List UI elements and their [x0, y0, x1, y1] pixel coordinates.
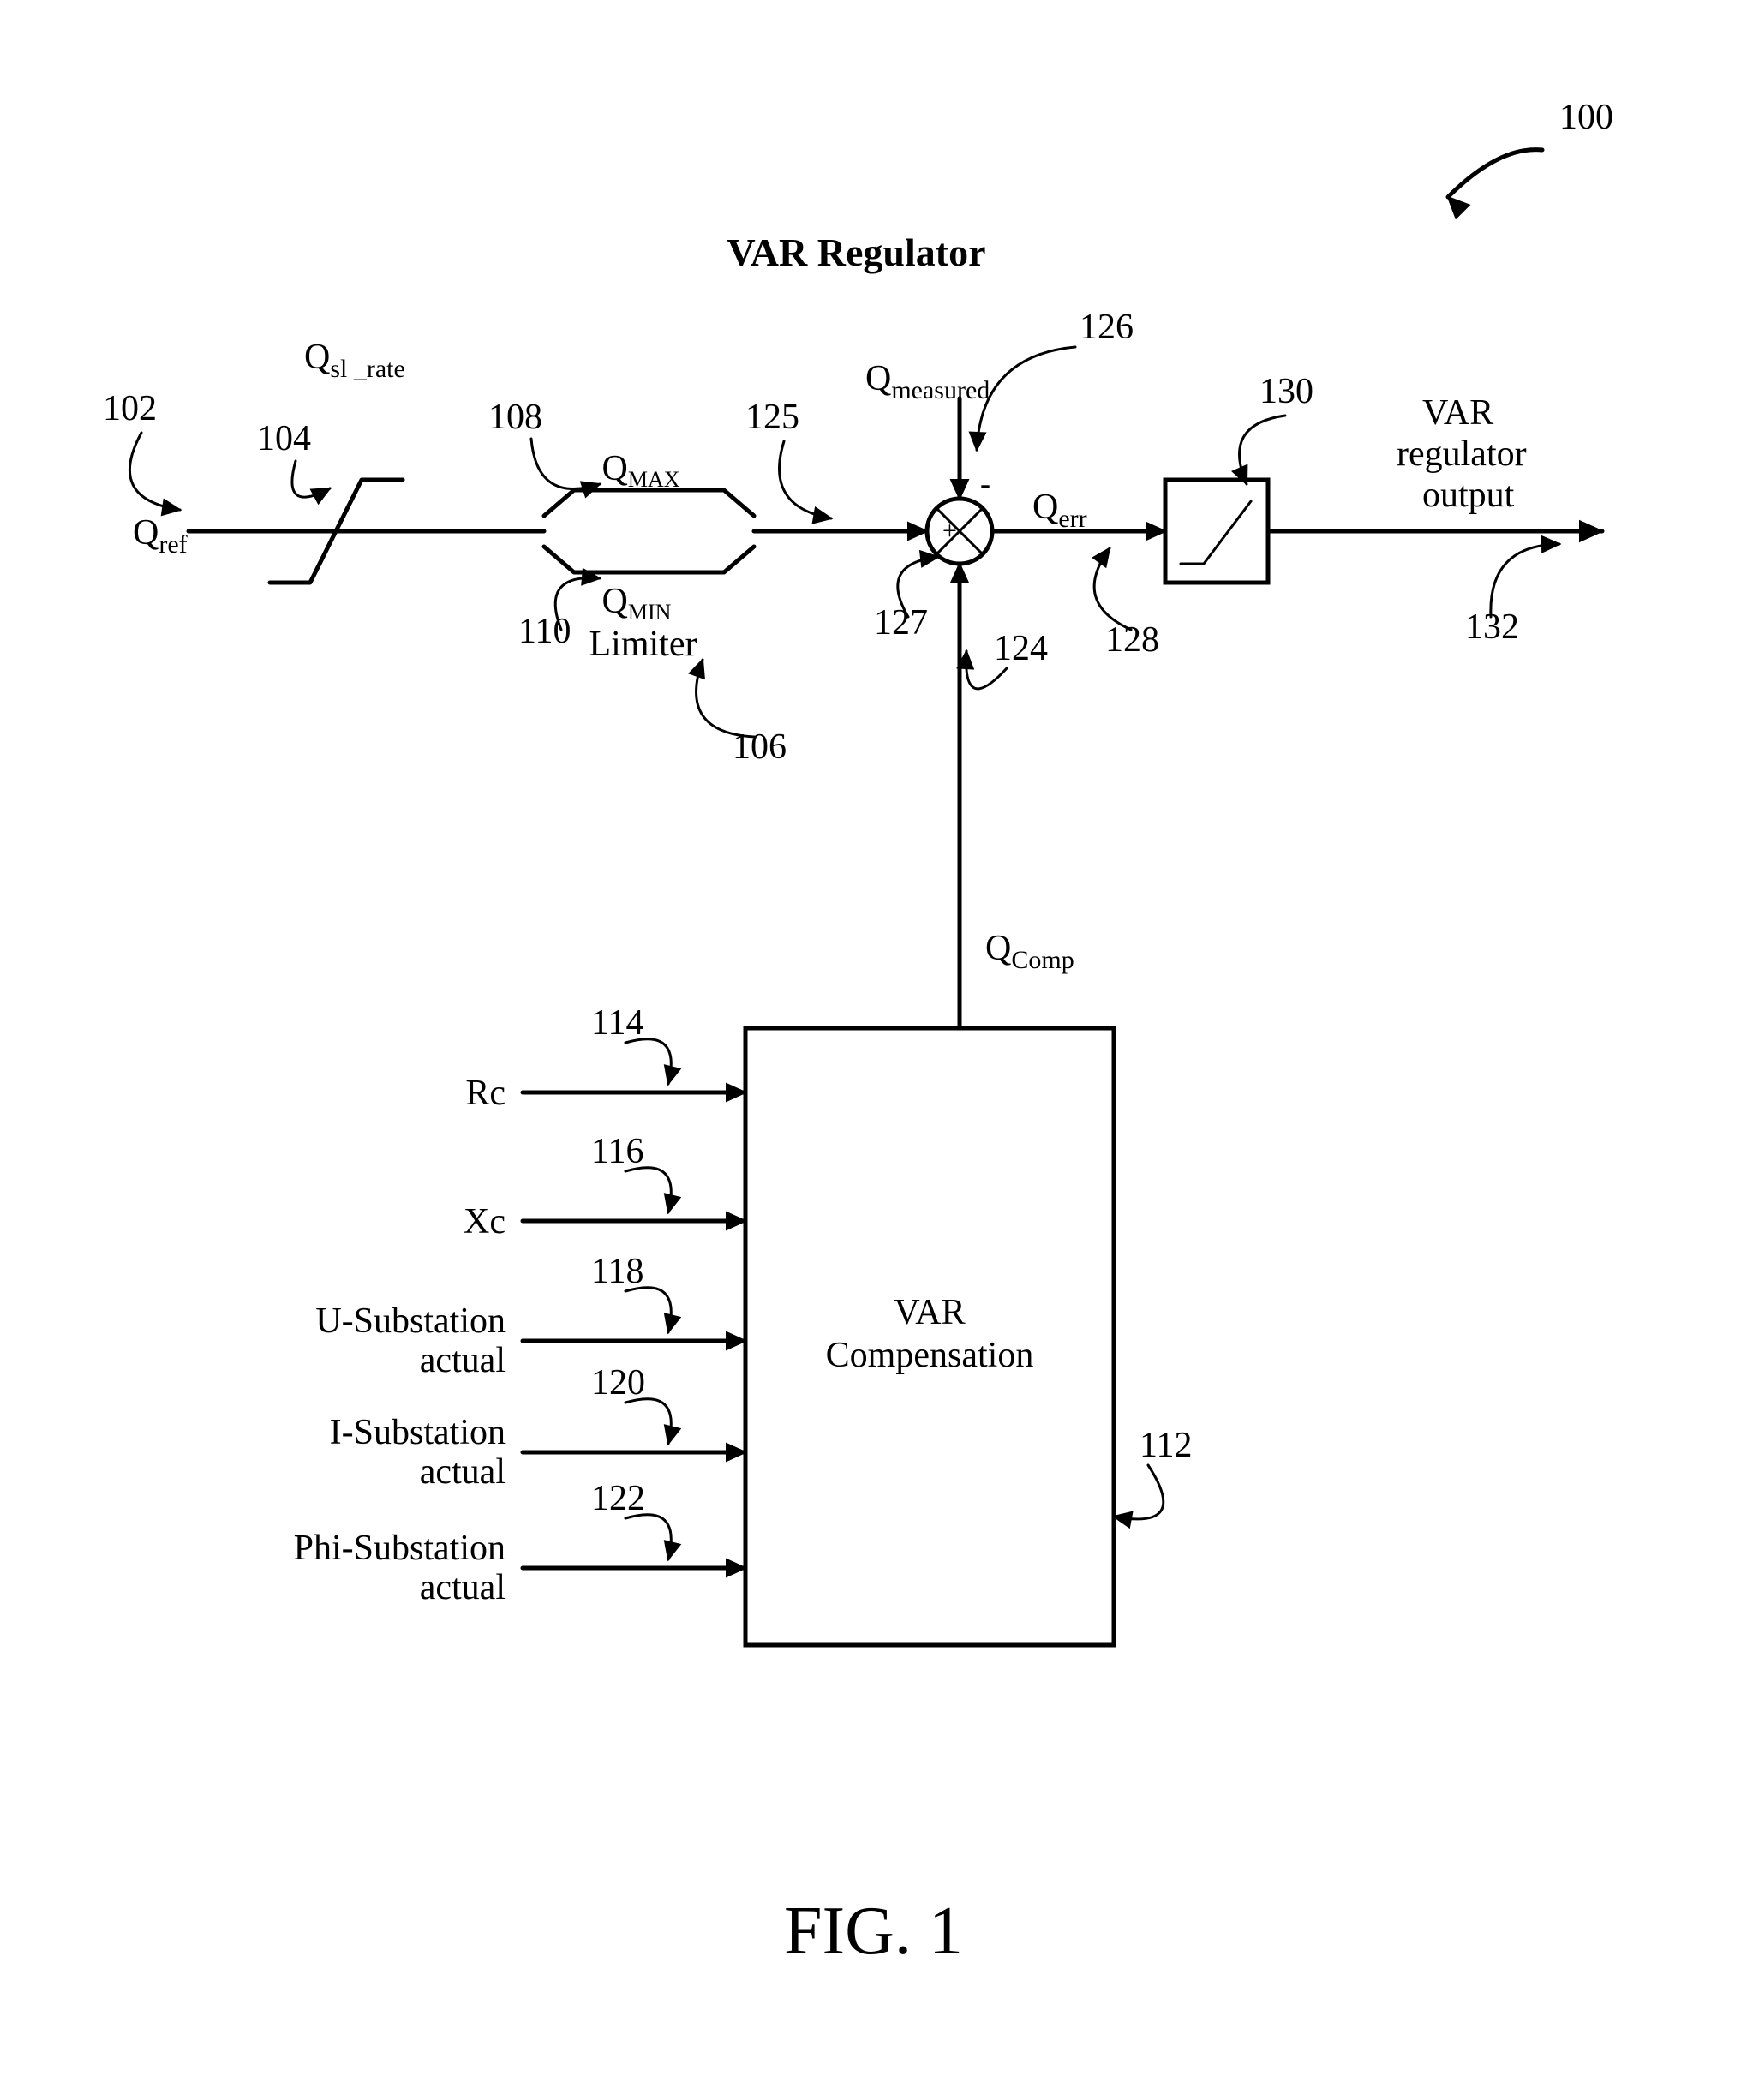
summer-minus: - — [980, 466, 990, 500]
ref-127: 127 — [874, 603, 928, 643]
label-PhiSub_l1: Phi-Substation — [294, 1529, 506, 1568]
label-ISub_l2: actual — [420, 1452, 506, 1492]
label-ISub_l1: I-Substation — [330, 1413, 506, 1452]
ref-124: 124 — [994, 629, 1048, 668]
label-limiter: Limiter — [589, 625, 697, 664]
ref-114: 114 — [591, 1003, 643, 1043]
summer-plus: + — [942, 517, 957, 545]
ref-110: 110 — [518, 612, 571, 651]
ref-118: 118 — [591, 1252, 643, 1291]
label-USub_l1: U-Substation — [315, 1301, 506, 1341]
label-var-out-2: regulator — [1397, 434, 1527, 474]
ref-122: 122 — [591, 1479, 645, 1518]
ref-126: 126 — [1080, 308, 1134, 347]
ref-102: 102 — [103, 389, 157, 428]
label-USub_l2: actual — [420, 1341, 506, 1380]
ref-128: 128 — [1105, 620, 1159, 660]
label-var-out-1: VAR — [1422, 393, 1493, 433]
title: VAR Regulator — [727, 230, 986, 274]
label-Rc: Rc — [465, 1074, 506, 1113]
label-PhiSub_l2: actual — [420, 1568, 506, 1607]
ref-125: 125 — [745, 398, 799, 437]
ref-130: 130 — [1259, 372, 1313, 411]
ref-132: 132 — [1465, 607, 1519, 647]
pi-block — [1165, 480, 1268, 583]
ref-100: 100 — [1559, 98, 1613, 137]
ref-108: 108 — [488, 398, 542, 437]
ref-106: 106 — [733, 727, 787, 767]
figure-caption: FIG. 1 — [784, 1894, 963, 1969]
ref-104: 104 — [257, 419, 311, 458]
label-var-comp-2: Compensation — [826, 1336, 1034, 1375]
label-var-out-3: output — [1422, 476, 1515, 515]
label-var-comp-1: VAR — [894, 1293, 965, 1332]
label-Xc: Xc — [464, 1202, 506, 1241]
ref-116: 116 — [591, 1132, 643, 1171]
ref-112: 112 — [1140, 1426, 1192, 1465]
ref-120: 120 — [591, 1363, 645, 1403]
